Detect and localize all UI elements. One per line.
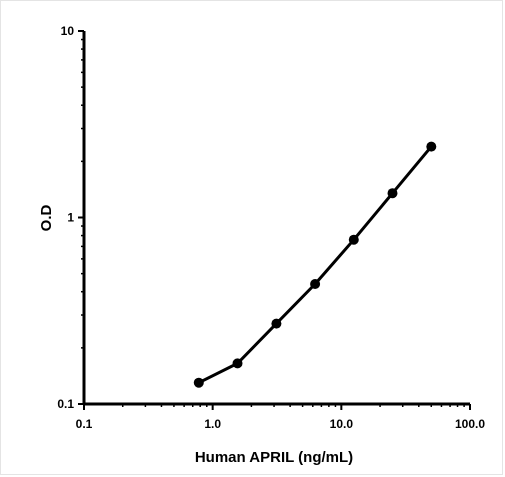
x-tick-label: 1.0 bbox=[204, 417, 221, 431]
y-tick-label: 10 bbox=[61, 24, 75, 38]
data-point bbox=[310, 279, 321, 289]
x-axis-title: Human APRIL (ng/mL) bbox=[195, 449, 353, 466]
axes: 0.1 1.0 10.0 100.0 0.1 1 10 bbox=[57, 24, 485, 431]
y-tick-label: 0.1 bbox=[57, 397, 74, 411]
x-tick-label: 0.1 bbox=[76, 417, 93, 431]
series-layer bbox=[193, 141, 437, 388]
data-point bbox=[426, 141, 437, 152]
data-point bbox=[271, 318, 282, 329]
data-point bbox=[348, 234, 359, 245]
x-tick-label: 100.0 bbox=[455, 417, 485, 431]
series-line bbox=[198, 145, 433, 385]
y-axis-title: O.D bbox=[38, 205, 55, 232]
data-point bbox=[193, 377, 204, 388]
y-tick-label: 1 bbox=[67, 211, 74, 225]
x-tick-label: 10.0 bbox=[330, 417, 354, 431]
data-point bbox=[232, 358, 243, 369]
data-point bbox=[387, 188, 398, 199]
